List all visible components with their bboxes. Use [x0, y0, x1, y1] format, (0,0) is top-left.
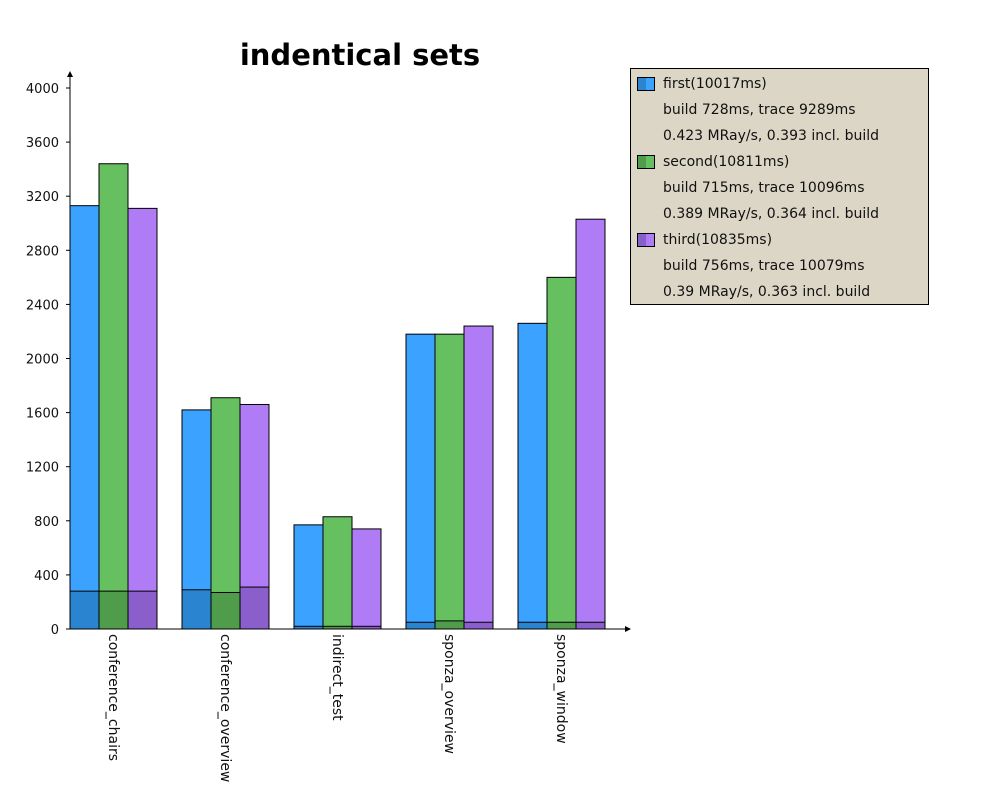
- bar-build: [517, 621, 548, 630]
- bar-build: [575, 621, 606, 630]
- bar-total: [546, 276, 577, 630]
- bar-total: [210, 397, 241, 630]
- bar-build: [463, 621, 494, 630]
- legend-detail-text: build 715ms, trace 10096ms: [663, 180, 865, 196]
- x-tick-label: sponza_window: [553, 634, 569, 744]
- y-tick-label: 400: [34, 569, 59, 584]
- bar-total: [575, 218, 606, 630]
- legend-detail-text: 0.423 MRay/s, 0.393 incl. build: [663, 128, 880, 144]
- x-axis-arrow: [625, 626, 631, 632]
- bar-build: [293, 625, 324, 630]
- y-tick-label: 3200: [26, 190, 59, 205]
- legend-label: third(10835ms): [663, 232, 773, 248]
- y-axis-arrow: [67, 71, 73, 77]
- bar-total: [69, 205, 100, 630]
- bar-total: [293, 524, 324, 630]
- bar-build: [98, 590, 129, 630]
- legend-label: first(10017ms): [663, 76, 767, 92]
- y-tick-label: 800: [34, 515, 59, 530]
- bar-total: [517, 322, 548, 630]
- bar-build: [239, 586, 270, 630]
- legend-detail-text: 0.39 MRay/s, 0.363 incl. build: [663, 284, 871, 300]
- legend-swatch: [637, 77, 655, 91]
- bar-total: [127, 207, 158, 630]
- y-tick-label: 0: [51, 623, 59, 638]
- bar-build: [351, 625, 382, 630]
- bar-total: [98, 163, 129, 630]
- bar-build: [405, 621, 436, 630]
- legend-label: second(10811ms): [663, 154, 790, 170]
- bar-total: [405, 333, 436, 630]
- bar-total: [463, 325, 494, 630]
- bar-build: [434, 620, 465, 630]
- legend-detail-text: 0.389 MRay/s, 0.364 incl. build: [663, 206, 880, 222]
- y-tick-label: 2400: [26, 298, 59, 313]
- y-tick-label: 4000: [26, 82, 59, 97]
- x-tick-label: indirect_test: [329, 634, 345, 721]
- y-tick-label: 2800: [26, 244, 59, 259]
- legend: first(10017ms) build 728ms, trace 9289ms 0…: [630, 68, 929, 305]
- chart-title: indentical sets: [239, 38, 481, 72]
- bar-build: [210, 591, 241, 630]
- bar-total: [351, 528, 382, 630]
- bar-build: [322, 625, 353, 630]
- y-tick-label: 3600: [26, 136, 59, 151]
- x-tick-label: conference_overview: [217, 634, 233, 782]
- y-tick-label: 1200: [26, 461, 59, 476]
- legend-detail-text: build 756ms, trace 10079ms: [663, 258, 865, 274]
- bar-build: [181, 589, 212, 630]
- x-tick-label: sponza_overview: [441, 634, 457, 754]
- x-tick-label: conference_chairs: [105, 634, 121, 761]
- bar-build: [546, 621, 577, 630]
- legend-swatch: [637, 233, 655, 247]
- bar-total: [322, 516, 353, 630]
- legend-swatch: [637, 155, 655, 169]
- legend-detail-text: build 728ms, trace 9289ms: [663, 102, 856, 118]
- y-tick-label: 2000: [26, 353, 59, 368]
- bar-build: [69, 590, 100, 630]
- bar-build: [127, 590, 158, 630]
- bar-total: [434, 333, 465, 630]
- y-tick-label: 1600: [26, 407, 59, 422]
